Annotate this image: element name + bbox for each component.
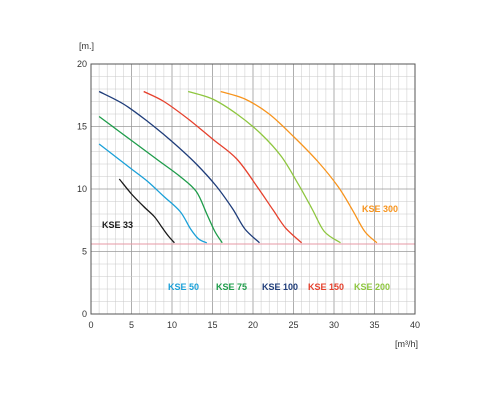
series-label-kse-150: KSE 150 [308, 282, 344, 292]
plot-frame [90, 63, 416, 315]
axes: 0 5 10 15 20 25 30 35 40 0 5 10 15 20 [77, 59, 420, 330]
x-tick-label: 15 [207, 320, 217, 330]
series-labels: KSE 33 KSE 50 KSE 75 KSE 100 KSE 150 KSE 200 K… [102, 204, 398, 292]
series-label-kse-200: KSE 200 [354, 282, 390, 292]
y-tick-label: 5 [82, 247, 87, 257]
series-line-kse-33 [118, 178, 175, 244]
x-tick-label: 20 [248, 320, 258, 330]
series-layer [98, 90, 378, 244]
series-line-kse-50 [98, 143, 208, 244]
x-tick-label: 40 [410, 320, 420, 330]
x-tick-label: 30 [329, 320, 339, 330]
series-label-kse-100: KSE 100 [262, 282, 298, 292]
y-tick-label: 0 [82, 309, 87, 319]
x-tick-label: 5 [129, 320, 134, 330]
series-line-kse-200 [188, 90, 341, 244]
y-tick-label: 20 [77, 59, 87, 69]
x-tick-label: 10 [167, 320, 177, 330]
series-line-kse-100 [98, 90, 260, 244]
series-label-kse-33: KSE 33 [102, 220, 133, 230]
y-tick-label: 10 [77, 184, 87, 194]
grid [90, 63, 416, 315]
x-axis-unit: [m³/h] [395, 339, 418, 349]
y-tick-label: 15 [77, 122, 87, 132]
series-label-kse-50: KSE 50 [168, 282, 199, 292]
series-line-kse-75 [98, 115, 223, 244]
x-tick-label: 25 [288, 320, 298, 330]
series-label-kse-300: KSE 300 [362, 204, 398, 214]
series-line-kse-150 [143, 90, 303, 244]
x-tick-label: 0 [88, 320, 93, 330]
y-axis-unit: [m.] [79, 41, 94, 51]
series-line-kse-300 [220, 90, 378, 244]
x-tick-label: 35 [369, 320, 379, 330]
series-label-kse-75: KSE 75 [216, 282, 247, 292]
